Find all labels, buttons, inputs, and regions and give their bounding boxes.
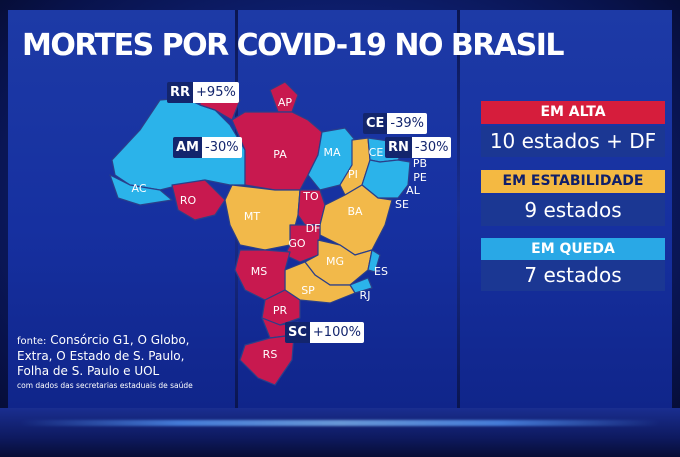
state-label-pa: PA <box>273 148 287 161</box>
state-ac <box>109 174 173 206</box>
legend-label-em-alta: EM ALTA <box>481 101 665 124</box>
badge-value: +100% <box>309 322 364 343</box>
state-go <box>284 224 321 263</box>
state-label-pi: PI <box>348 168 358 181</box>
badge-state: RR <box>167 82 194 103</box>
state-ap <box>269 81 299 113</box>
legend-value-em-alta: 10 estados + DF <box>481 126 665 157</box>
source-line: Consórcio G1, O Globo, <box>50 333 190 347</box>
studio-floor <box>0 408 680 457</box>
state-label-rj: RJ <box>360 289 371 302</box>
state-label-sp: SP <box>301 284 315 297</box>
badge-value: +95% <box>193 82 239 103</box>
state-label-pe: PE <box>413 171 427 184</box>
state-label-mg: MG <box>326 255 344 268</box>
state-rs <box>239 334 295 386</box>
badge-sc: SC +100% <box>285 322 364 343</box>
state-label-se: SE <box>395 198 409 211</box>
state-es <box>367 249 381 273</box>
state-label-pr: PR <box>273 304 288 317</box>
state-label-to: TO <box>302 190 319 203</box>
badge-am: AM -30% <box>173 137 242 158</box>
wall-seam <box>457 10 460 408</box>
source-line: Folha de S. Paulo e UOL <box>17 364 160 378</box>
state-label-ac: AC <box>131 182 146 195</box>
badge-value: -30% <box>202 137 242 158</box>
floor-light <box>20 420 660 426</box>
state-label-ms: MS <box>251 265 267 278</box>
badge-value: -30% <box>411 137 452 158</box>
badge-rr: RR +95% <box>167 82 239 103</box>
state-label-df: DF <box>306 222 321 235</box>
state-label-ap: AP <box>278 96 293 109</box>
source-line: Extra, O Estado de S. Paulo, <box>17 349 185 363</box>
legend-label-em-estabilidade: EM ESTABILIDADE <box>481 170 665 193</box>
state-label-go: GO <box>288 237 306 250</box>
badge-state: AM <box>173 137 202 158</box>
badge-state: CE <box>363 113 388 134</box>
state-label-ro: RO <box>180 194 197 207</box>
source-note: com dados das secretarias estaduais de s… <box>17 381 193 390</box>
source-credit: fonte: Consórcio G1, O Globo, Extra, O E… <box>17 333 232 391</box>
state-ro <box>171 179 226 221</box>
badge-rn: RN -30% <box>385 137 452 158</box>
legend-value-em-estabilidade: 9 estados <box>481 195 665 226</box>
state-label-es: ES <box>374 265 388 278</box>
source-head: fonte: <box>17 336 47 347</box>
state-label-ma: MA <box>323 146 340 159</box>
state-label-pb: PB <box>413 157 427 170</box>
badge-state: SC <box>285 322 310 343</box>
state-ne-coast <box>361 159 411 199</box>
state-mt <box>224 184 301 251</box>
state-label-rs: RS <box>263 348 278 361</box>
state-label-ba: BA <box>347 205 363 218</box>
state-label-ce: CE <box>369 146 384 159</box>
badge-value: -39% <box>387 113 428 134</box>
page-title: MORTES POR COVID-19 NO BRASIL <box>22 28 564 63</box>
legend-label-em-queda: EM QUEDA <box>481 238 665 261</box>
badge-state: RN <box>385 137 412 158</box>
state-label-al: AL <box>406 184 421 197</box>
badge-ce: CE -39% <box>363 113 428 134</box>
legend-value-em-queda: 7 estados <box>481 260 665 291</box>
state-label-mt: MT <box>244 210 260 223</box>
